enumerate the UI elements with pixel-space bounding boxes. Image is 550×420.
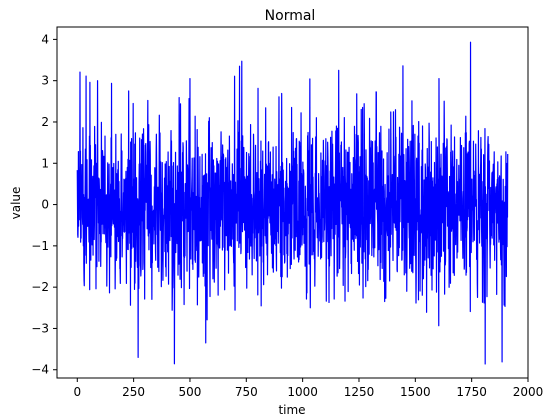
chart-title: Normal — [265, 8, 316, 24]
y-tick-label: 2 — [41, 115, 49, 129]
x-tick-label: 750 — [235, 385, 258, 399]
axes-frame — [56, 26, 529, 379]
x-tick-label: 2000 — [513, 385, 544, 399]
x-tick-label: 1500 — [400, 385, 431, 399]
y-axis-ticks: −4 −3 −2 −1 0 1 2 3 4 — [31, 32, 57, 377]
y-tick-label: −4 — [31, 363, 49, 377]
y-tick-label: 1 — [41, 156, 49, 170]
y-tick-label: 3 — [41, 74, 49, 88]
x-tick-label: 1000 — [287, 385, 318, 399]
x-tick-label: 500 — [179, 385, 202, 399]
y-axis-label: value — [9, 187, 23, 220]
x-tick-label: 1250 — [344, 385, 375, 399]
x-tick-label: 250 — [122, 385, 145, 399]
y-tick-label: −3 — [31, 321, 49, 335]
y-tick-label: −2 — [31, 280, 49, 294]
y-tick-label: 4 — [41, 32, 49, 46]
x-axis-label: time — [278, 403, 305, 417]
plot-area — [76, 41, 509, 365]
x-axis-ticks: 0 250 500 750 1000 1250 1500 1750 2000 — [73, 378, 543, 399]
x-tick-label: 1750 — [456, 385, 487, 399]
y-tick-label: −1 — [31, 239, 49, 253]
x-tick-label: 0 — [73, 385, 81, 399]
series-line-0 — [76, 41, 509, 365]
y-tick-label: 0 — [41, 198, 49, 212]
